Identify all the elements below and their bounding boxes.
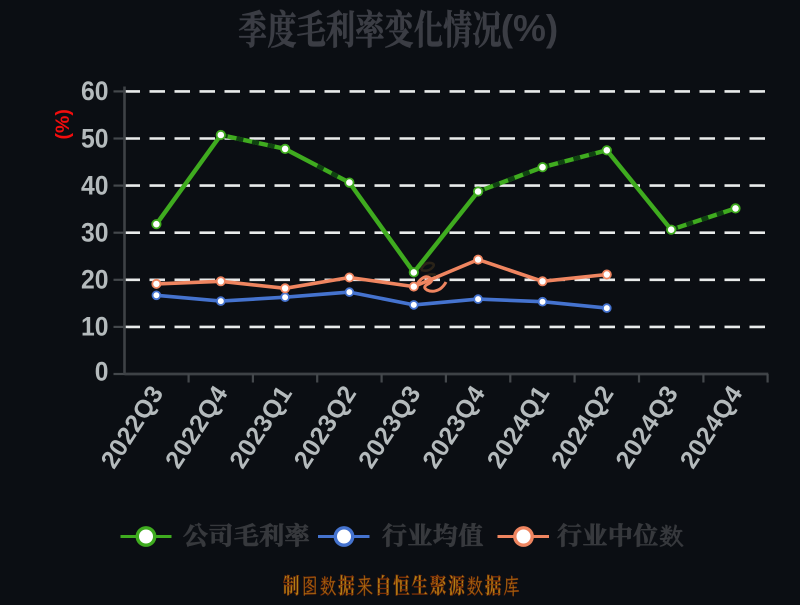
- svg-text:20: 20: [81, 265, 109, 295]
- svg-text:60: 60: [81, 76, 109, 106]
- svg-text:(%): (%): [52, 109, 74, 139]
- svg-text:50: 50: [81, 123, 109, 153]
- svg-text:30: 30: [81, 218, 109, 248]
- svg-text:10: 10: [81, 312, 109, 342]
- svg-text:(%): (%): [501, 8, 559, 49]
- svg-text:0: 0: [95, 356, 109, 386]
- svg-text:40: 40: [81, 170, 109, 200]
